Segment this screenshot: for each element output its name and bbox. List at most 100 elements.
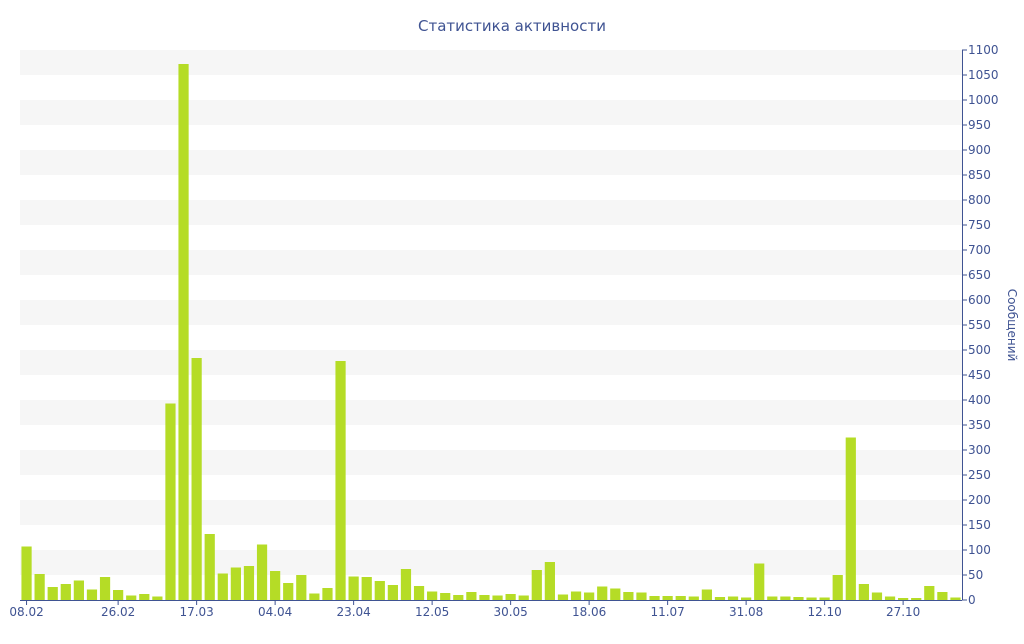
y-tick-label: 300 <box>968 443 991 457</box>
y-tick-label: 1050 <box>968 68 999 82</box>
bar <box>911 598 922 600</box>
bar <box>374 581 385 600</box>
bar <box>322 588 333 600</box>
y-tick-label: 600 <box>968 293 991 307</box>
x-tick-label: 08.02 <box>9 605 43 619</box>
bar <box>217 573 228 600</box>
bar <box>884 596 896 600</box>
chart-title: Статистика активности <box>418 17 606 35</box>
x-tick-label: 27.10 <box>886 605 920 619</box>
bar <box>858 584 869 600</box>
bar <box>662 596 673 600</box>
y-tick-label: 350 <box>968 418 991 432</box>
y-tick-label: 700 <box>968 243 991 257</box>
grid-band <box>20 400 962 425</box>
x-tick-label: 12.05 <box>415 605 449 619</box>
bar <box>570 591 582 600</box>
bar <box>348 576 359 600</box>
grid-band <box>20 350 962 375</box>
bar <box>178 64 189 600</box>
bar <box>780 596 791 600</box>
grid-band <box>20 550 962 575</box>
bar <box>557 594 569 600</box>
grid-bands <box>20 50 962 575</box>
bar <box>754 563 765 600</box>
bar <box>767 596 778 600</box>
bar <box>688 596 699 600</box>
bar <box>230 567 241 600</box>
y-tick-label: 550 <box>968 318 991 332</box>
grid-band <box>20 300 962 325</box>
y-tick-label: 950 <box>968 118 991 132</box>
y-tick-label: 500 <box>968 343 991 357</box>
x-tick-label: 31.08 <box>729 605 763 619</box>
y-tick-label: 250 <box>968 468 991 482</box>
bar <box>531 570 542 600</box>
bar <box>466 592 477 600</box>
bar <box>871 592 883 600</box>
x-tick-label: 12.10 <box>807 605 841 619</box>
bar <box>387 585 398 600</box>
bar <box>283 583 294 600</box>
bar <box>152 596 163 600</box>
grid-band <box>20 250 962 275</box>
bar <box>86 589 98 600</box>
bar <box>400 569 412 600</box>
bar <box>139 594 150 600</box>
bar <box>623 592 634 600</box>
bar <box>243 566 255 600</box>
bar <box>636 592 647 600</box>
bar <box>427 591 438 600</box>
grid-band <box>20 100 962 125</box>
bar <box>479 595 490 600</box>
y-tick-label: 450 <box>968 368 991 382</box>
x-axis: 08.02 26.02 17.03 04.04 23.04 12.05 30.05 18.06… <box>9 600 962 619</box>
grid-band <box>20 500 962 525</box>
bar <box>191 358 202 600</box>
grid-band <box>20 50 962 75</box>
bar <box>701 589 712 600</box>
bar <box>165 403 176 600</box>
bar <box>73 580 84 600</box>
grid-band <box>20 200 962 225</box>
bar <box>544 562 555 600</box>
bar <box>845 437 856 600</box>
bar <box>649 596 660 600</box>
bar <box>361 577 372 600</box>
y-tick-label: 1000 <box>968 93 999 107</box>
y-tick-label: 750 <box>968 218 991 232</box>
bar <box>309 593 320 600</box>
x-tick-label: 18.06 <box>572 605 606 619</box>
bars-group <box>21 64 961 600</box>
bar <box>610 588 621 600</box>
y-axis: 0 50 100 150 200 250 300 350 400 450 500 550 600 650 7… <box>962 43 999 607</box>
y-tick-label: 100 <box>968 543 991 557</box>
x-tick-label: 23.04 <box>336 605 370 619</box>
bar <box>793 597 804 600</box>
bar <box>832 575 843 600</box>
bar <box>924 586 935 600</box>
y-tick-label: 0 <box>968 593 976 607</box>
x-tick-label: 11.07 <box>650 605 684 619</box>
y-tick-label: 900 <box>968 143 991 157</box>
bar <box>597 586 608 600</box>
x-tick-label: 30.05 <box>493 605 527 619</box>
grid-band <box>20 450 962 475</box>
bar <box>518 595 529 600</box>
bar <box>492 595 503 600</box>
bar <box>296 575 307 600</box>
bar <box>950 597 961 600</box>
bar <box>256 544 268 600</box>
bar <box>714 597 726 600</box>
bar <box>898 598 909 600</box>
bar <box>47 587 58 600</box>
y-tick-label: 800 <box>968 193 991 207</box>
bar <box>21 546 32 600</box>
bar <box>99 577 111 600</box>
grid-band <box>20 150 962 175</box>
bar <box>413 586 425 600</box>
bar <box>60 584 71 600</box>
y-axis-title: Сообщений <box>1005 289 1019 362</box>
